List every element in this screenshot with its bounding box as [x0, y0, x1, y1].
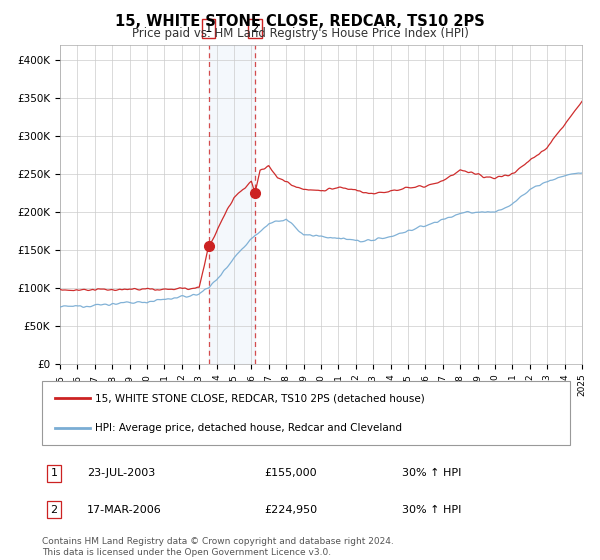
Bar	[209, 45, 255, 364]
Text: 15, WHITE STONE CLOSE, REDCAR, TS10 2PS: 15, WHITE STONE CLOSE, REDCAR, TS10 2PS	[115, 14, 485, 29]
Text: £155,000: £155,000	[264, 468, 317, 478]
Text: £224,950: £224,950	[264, 505, 317, 515]
Text: 1: 1	[205, 22, 212, 35]
Text: 1: 1	[50, 468, 58, 478]
Text: 2: 2	[251, 22, 259, 35]
Text: 23-JUL-2003: 23-JUL-2003	[87, 468, 155, 478]
Text: Contains HM Land Registry data © Crown copyright and database right 2024.: Contains HM Land Registry data © Crown c…	[42, 537, 394, 546]
Text: 30% ↑ HPI: 30% ↑ HPI	[402, 505, 461, 515]
Text: Price paid vs. HM Land Registry's House Price Index (HPI): Price paid vs. HM Land Registry's House …	[131, 27, 469, 40]
Text: 30% ↑ HPI: 30% ↑ HPI	[402, 468, 461, 478]
FancyBboxPatch shape	[42, 381, 570, 445]
Text: HPI: Average price, detached house, Redcar and Cleveland: HPI: Average price, detached house, Redc…	[95, 423, 402, 433]
Text: 17-MAR-2006: 17-MAR-2006	[87, 505, 162, 515]
Text: 2: 2	[50, 505, 58, 515]
Text: 15, WHITE STONE CLOSE, REDCAR, TS10 2PS (detached house): 15, WHITE STONE CLOSE, REDCAR, TS10 2PS …	[95, 393, 425, 403]
Text: This data is licensed under the Open Government Licence v3.0.: This data is licensed under the Open Gov…	[42, 548, 331, 557]
